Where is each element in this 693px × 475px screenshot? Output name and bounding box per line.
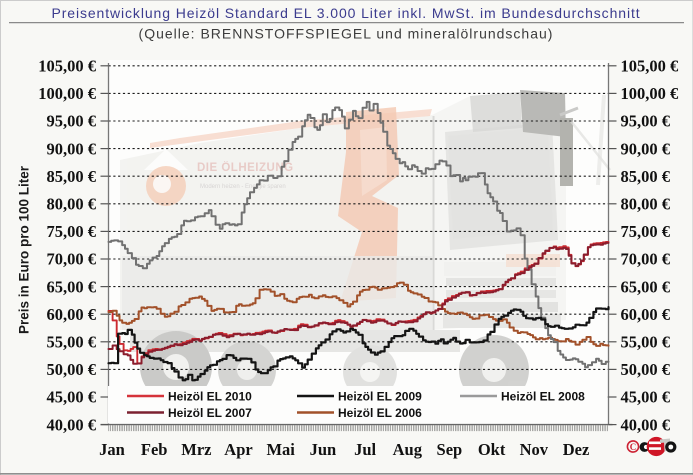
svg-text:75,00 €: 75,00 € [621,222,671,241]
svg-text:Mai: Mai [266,440,295,459]
svg-text:Modern heizen - Energie sparen: Modern heizen - Energie sparen [200,184,286,190]
svg-text:Aug: Aug [393,440,423,459]
svg-text:60,00 €: 60,00 € [47,305,97,324]
svg-text:55,00 €: 55,00 € [621,333,671,352]
svg-text:90,00 €: 90,00 € [621,139,671,158]
svg-text:70,00 €: 70,00 € [621,250,671,269]
svg-text:C: C [630,442,637,452]
svg-text:80,00 €: 80,00 € [47,195,97,214]
svg-text:Preisentwicklung Heizöl Standa: Preisentwicklung Heizöl Standard EL 3.00… [51,5,640,21]
svg-text:Heizöl EL 2008: Heizöl EL 2008 [501,390,585,404]
svg-text:Heizöl EL 2010: Heizöl EL 2010 [168,390,252,404]
svg-text:Heizöl EL 2006: Heizöl EL 2006 [338,406,422,420]
svg-text:85,00 €: 85,00 € [47,167,97,186]
svg-text:95,00 €: 95,00 € [621,112,671,131]
svg-text:65,00 €: 65,00 € [47,277,97,296]
svg-text:55,00 €: 55,00 € [47,333,97,352]
svg-text:Sep: Sep [437,440,463,459]
svg-text:45,00 €: 45,00 € [621,388,671,407]
svg-text:Jan: Jan [99,440,125,459]
svg-text:75,00 €: 75,00 € [47,222,97,241]
svg-text:40,00 €: 40,00 € [621,415,671,434]
svg-text:45,00 €: 45,00 € [47,388,97,407]
svg-text:50,00 €: 50,00 € [621,360,671,379]
svg-text:Feb: Feb [141,440,168,459]
svg-text:100,00 €: 100,00 € [38,84,97,103]
svg-text:40,00 €: 40,00 € [47,415,97,434]
svg-text:(Quelle: BRENNSTOFFSPIEGEL und: (Quelle: BRENNSTOFFSPIEGEL und mineralöl… [139,26,554,42]
svg-text:Heizöl EL 2007: Heizöl EL 2007 [168,406,252,420]
svg-text:Mrz: Mrz [181,440,211,459]
svg-text:Jun: Jun [310,440,337,459]
svg-text:Okt: Okt [478,440,506,459]
svg-text:95,00 €: 95,00 € [47,112,97,131]
svg-text:90,00 €: 90,00 € [47,139,97,158]
svg-text:85,00 €: 85,00 € [621,167,671,186]
svg-text:Preis in Euro pro 100 Liter: Preis in Euro pro 100 Liter [17,165,32,334]
svg-text:50,00 €: 50,00 € [47,360,97,379]
svg-text:80,00 €: 80,00 € [621,195,671,214]
svg-text:Jul: Jul [354,440,376,459]
svg-text:Nov: Nov [520,440,549,459]
svg-text:Heizöl EL 2009: Heizöl EL 2009 [338,390,422,404]
svg-text:DIE ÖLHEIZUNG: DIE ÖLHEIZUNG [197,161,294,174]
svg-text:60,00 €: 60,00 € [621,305,671,324]
svg-text:Apr: Apr [224,440,252,459]
svg-text:70,00 €: 70,00 € [47,250,97,269]
svg-text:Dez: Dez [563,440,590,459]
svg-text:105,00 €: 105,00 € [621,57,680,76]
svg-text:65,00 €: 65,00 € [621,277,671,296]
svg-text:100,00 €: 100,00 € [621,84,680,103]
svg-text:105,00 €: 105,00 € [38,57,97,76]
